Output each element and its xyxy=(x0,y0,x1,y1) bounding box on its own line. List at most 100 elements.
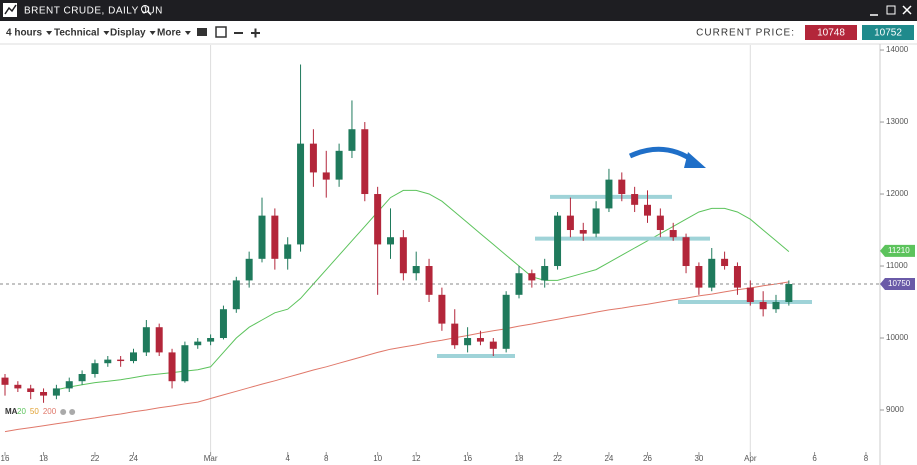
menu-button[interactable]: 4 hours xyxy=(6,28,43,39)
x-tick-label: 8 xyxy=(324,454,329,463)
price-tag xyxy=(880,244,915,257)
candle-body xyxy=(605,179,613,209)
close-button[interactable] xyxy=(902,5,912,15)
menu-button[interactable]: Display xyxy=(110,28,146,39)
candle-body xyxy=(695,266,703,288)
candle-body xyxy=(130,352,137,362)
x-tick-label: 16 xyxy=(463,454,472,463)
candle-body xyxy=(14,384,22,389)
x-tick-label: 10 xyxy=(373,454,382,463)
x-tick-label: 22 xyxy=(553,454,562,463)
candle-body xyxy=(451,323,459,346)
candle-body xyxy=(40,392,48,396)
candle-body xyxy=(721,258,729,267)
x-tick-label: 24 xyxy=(129,454,138,463)
x-tick-label: 8 xyxy=(864,454,869,463)
x-tick-label: 12 xyxy=(412,454,421,463)
candle-body xyxy=(117,359,125,362)
menu-caret xyxy=(46,31,53,35)
x-tick-label: 16 xyxy=(1,454,10,463)
candle-body xyxy=(245,258,253,281)
menu-caret xyxy=(149,31,156,35)
candle-body xyxy=(489,341,497,349)
candle-body xyxy=(232,280,240,310)
menu-caret xyxy=(184,31,191,35)
candle-body xyxy=(592,208,600,234)
title-bar xyxy=(0,0,917,21)
candle-body xyxy=(785,284,793,303)
ma-remove[interactable] xyxy=(69,409,76,415)
search-icon[interactable] xyxy=(141,5,149,13)
candle-body xyxy=(399,237,407,274)
logo-mark xyxy=(4,4,17,15)
menu-button[interactable]: More xyxy=(157,28,181,39)
candle-body xyxy=(554,215,562,267)
candle-body xyxy=(309,143,317,173)
ask-box[interactable] xyxy=(862,25,914,40)
ma-legend-item: 50 xyxy=(30,407,39,416)
price-tag-label: 11210 xyxy=(888,246,910,255)
x-tick-label: 26 xyxy=(643,454,652,463)
candle-body xyxy=(733,266,741,288)
ma-legend-label: MA xyxy=(5,407,18,416)
open-icon[interactable] xyxy=(197,28,207,36)
candle-body xyxy=(322,172,330,180)
price-tag-label: 10750 xyxy=(888,279,911,288)
candle-body xyxy=(425,266,433,295)
price-tag xyxy=(880,278,915,291)
ask-price: 10752 xyxy=(874,28,902,39)
candle-body xyxy=(155,327,163,353)
candle-body xyxy=(464,338,472,346)
bid-box[interactable] xyxy=(805,25,857,40)
candle-body xyxy=(759,302,767,310)
current-price-label: CURRENT PRICE: xyxy=(696,28,795,39)
candle-body xyxy=(682,237,690,267)
candle-body xyxy=(207,338,215,342)
candle-body xyxy=(515,273,523,295)
x-tick-label: 18 xyxy=(39,454,48,463)
save-icon[interactable] xyxy=(215,26,227,38)
zoom-in[interactable] xyxy=(251,28,260,38)
candle-body xyxy=(27,388,35,393)
x-tick-label: 18 xyxy=(515,454,524,463)
ma-legend-item: 20 xyxy=(17,407,26,416)
bid-price: 10748 xyxy=(817,28,845,39)
candle-body xyxy=(219,309,227,339)
candle-body xyxy=(644,204,651,216)
candle-body xyxy=(104,359,112,364)
x-tick-label: 24 xyxy=(604,454,613,463)
toolbar: CURRENT PRICE: 10748 10752 4 hours Techni… xyxy=(0,21,917,45)
y-tick-label: 14000 xyxy=(886,45,909,54)
ma-line xyxy=(4,281,789,433)
ma-settings[interactable] xyxy=(60,409,67,415)
candle-body xyxy=(78,374,86,382)
x-tick-label: 22 xyxy=(90,454,99,463)
y-tick-label: 13000 xyxy=(886,117,909,126)
trend-arrow-head xyxy=(684,152,706,168)
candle-body xyxy=(284,244,292,259)
y-tick-label: 12000 xyxy=(886,189,909,198)
x-tick-label: 4 xyxy=(285,454,290,463)
candle-body xyxy=(438,294,446,324)
candle-body xyxy=(412,266,420,274)
candle-body xyxy=(528,273,536,281)
candle-body xyxy=(142,327,150,353)
x-tick-label: 30 xyxy=(694,454,703,463)
candle-body xyxy=(772,302,780,310)
trend-arrow xyxy=(628,146,697,165)
candle-body xyxy=(181,345,189,382)
candle-body xyxy=(502,294,510,349)
candle-body xyxy=(476,338,484,342)
x-tick-label: Apr xyxy=(744,454,757,463)
candle-body xyxy=(52,388,60,396)
x-tick-label: Mar xyxy=(204,454,218,463)
candle-body xyxy=(374,194,382,245)
y-tick-label: 10000 xyxy=(886,333,909,342)
candle-body xyxy=(65,381,73,389)
ma-legend-item: 200 xyxy=(43,407,57,416)
popout-button[interactable] xyxy=(886,5,896,15)
candle-body xyxy=(631,194,639,205)
candle-body xyxy=(297,143,305,245)
menu-button[interactable]: Technical xyxy=(54,28,100,39)
